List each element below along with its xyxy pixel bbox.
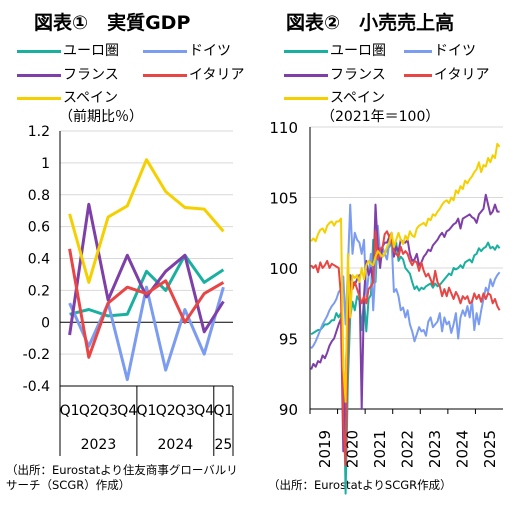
chart1-ytick-label: -0.4 [23, 379, 50, 395]
chart2-xtick-label: 2024 [454, 430, 472, 468]
chart1-xtick-label: Q4 [194, 403, 214, 419]
chart1-series-italy [68, 248, 225, 359]
legend2-spain-label: スペイン [330, 90, 386, 106]
chart1-ytick-label: 0.4 [28, 252, 50, 268]
chart2-ytick-label: 110 [269, 119, 298, 137]
legend2-germany-label: ドイツ [434, 43, 476, 59]
legend2-euro-label: ユーロ圏 [330, 43, 386, 59]
legend-line-italy [143, 74, 187, 77]
chart2-xtick-label: 2020 [343, 430, 361, 468]
chart2-series-france [310, 193, 500, 453]
legend2-line-italy [404, 74, 432, 77]
chart2-xtick-label: 2021 [371, 430, 389, 468]
chart2-note: （出所：EurostatよりSCGR作成） [268, 478, 452, 492]
chart1-ytick-label: 1.2 [28, 124, 50, 140]
chart1-ytick-label: 0.2 [28, 283, 50, 299]
legend-france-label: フランス [63, 67, 119, 83]
chart1-note-line1: （出所：Eurostatより住友商事グローバルリ [6, 463, 238, 477]
legend2-italy-label: イタリア [434, 67, 490, 83]
chart1-series-germany [68, 285, 225, 382]
chart2-xtick-label: 2022 [399, 430, 417, 468]
legend-spain-label: スペイン [63, 90, 119, 106]
chart2-series-spain [310, 142, 501, 403]
legend-line-euro [17, 50, 61, 53]
legend2-line-euro [284, 50, 328, 53]
chart1-year-label: 25 [214, 437, 232, 453]
chart1-series-spain [68, 158, 225, 284]
chart1-ytick-label: -0.2 [23, 347, 50, 363]
chart1-ytick-label: 0.6 [28, 220, 50, 236]
chart1-series-euro [69, 253, 225, 318]
chart1-xtick-label: Q4 [117, 403, 137, 419]
chart2-title: 図表② 小売売上高 [286, 12, 455, 34]
legend-line-france [17, 74, 61, 77]
chart1-xtick-label: Q3 [175, 403, 195, 419]
chart2-xtick-label: 2019 [316, 430, 334, 468]
chart1-ytick-label: 1 [41, 156, 50, 172]
legend2-line-germany [404, 50, 432, 53]
chart2-ytick-label: 105 [269, 190, 298, 208]
chart1-xtick-label: Q1 [60, 403, 80, 419]
chart2-xtick-label: 2023 [426, 430, 444, 468]
legend2-france-label: フランス [330, 67, 386, 83]
legend-line-spain [17, 97, 61, 100]
legend-germany-label: ドイツ [189, 43, 231, 59]
chart1-year-label: 2023 [81, 437, 117, 453]
chart1-xtick-label: Q1 [137, 403, 157, 419]
chart1-ytick-label: 0 [41, 315, 50, 331]
chart2-xtick-label: 2025 [481, 430, 499, 468]
chart2-series-italy [310, 230, 501, 467]
chart2-ytick-label: 90 [279, 401, 298, 419]
chart1-xtick-label: Q2 [156, 403, 176, 419]
legend2-line-spain [284, 97, 328, 100]
chart2-ytick-label: 100 [269, 260, 298, 278]
legend-italy-label: イタリア [189, 67, 245, 83]
chart1-xtick-label: Q1 [213, 403, 233, 419]
chart1-unit: （前期比％） [59, 109, 143, 125]
chart1-xtick-label: Q3 [98, 403, 118, 419]
chart1-title: 図表① 実質GDP [34, 12, 191, 34]
legend2-line-france [284, 74, 328, 77]
legend-line-germany [143, 50, 187, 53]
chart2-ytick-label: 95 [279, 331, 298, 349]
chart1-xtick-label: Q2 [79, 403, 99, 419]
chart1-note-line2: サーチ（SCGR）作成） [6, 478, 131, 492]
chart1-year-label: 2024 [158, 437, 194, 453]
chart1-ytick-label: 0.8 [28, 188, 50, 204]
chart1-series-france [68, 202, 225, 336]
chart2-unit: （2021年＝100） [321, 109, 440, 125]
legend-euro-label: ユーロ圏 [63, 43, 119, 59]
